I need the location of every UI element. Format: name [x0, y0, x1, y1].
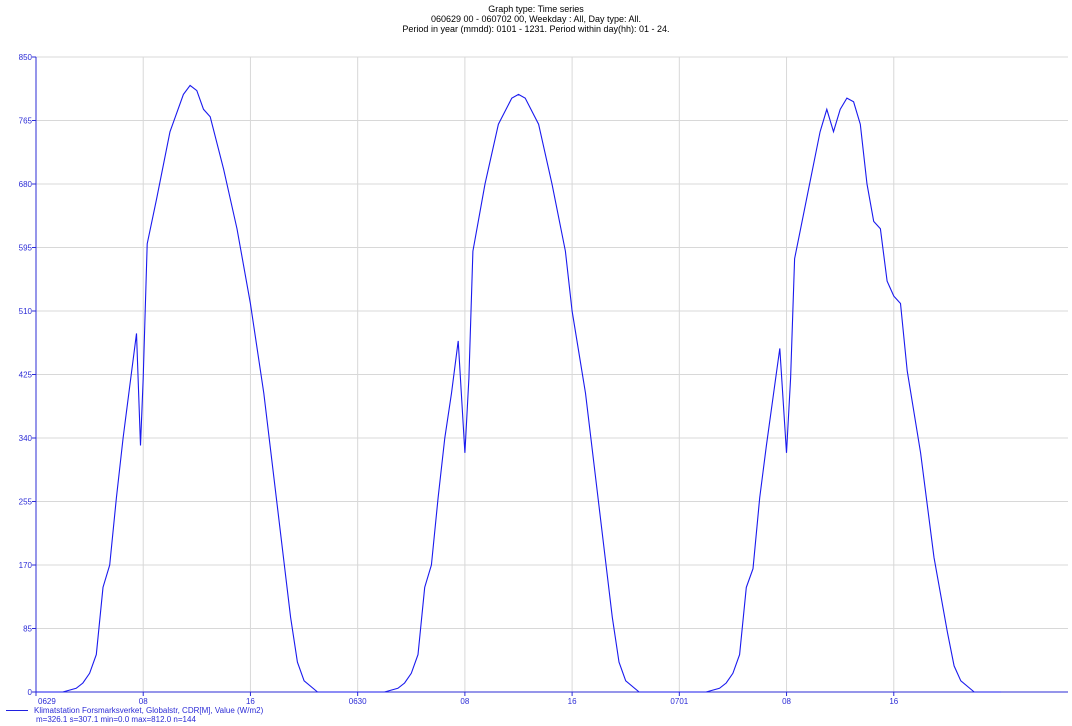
y-tick-label: 850 [19, 53, 33, 62]
x-tick-label: 16 [246, 697, 255, 706]
y-tick-label: 425 [19, 371, 33, 380]
x-tick-label: 0701 [670, 697, 688, 706]
y-tick-label: 255 [19, 498, 33, 507]
x-tick-label: 08 [782, 697, 791, 706]
y-tick-label: 340 [19, 434, 33, 443]
legend: Klimatstation Forsmarksverket, Globalstr… [6, 706, 263, 724]
y-tick-label: 0 [28, 688, 33, 697]
y-tick-label: 170 [19, 561, 33, 570]
legend-stats: m=326.1 s=307.1 min=0.0 max=812.0 n=144 [36, 715, 196, 724]
y-tick-label: 85 [23, 625, 32, 634]
x-tick-label: 0629 [38, 697, 56, 706]
chart-subtitle-period: Period in year (mmdd): 0101 - 1231. Peri… [402, 24, 670, 34]
x-tick-label: 08 [460, 697, 469, 706]
x-tick-label: 16 [889, 697, 898, 706]
axes [32, 56, 1068, 696]
chart-title-block: Graph type: Time series 060629 00 - 0607… [0, 4, 1072, 34]
x-tick-label: 0630 [349, 697, 367, 706]
y-tick-labels: 0 85 170 255 340 425 510 595 680 765 850 [19, 53, 33, 697]
grid-lines [36, 56, 1068, 692]
x-tick-label: 08 [139, 697, 148, 706]
y-tick-label: 510 [19, 307, 33, 316]
x-tick-labels: 0629 08 16 0630 08 16 0701 08 16 [38, 697, 899, 706]
series-line [36, 84, 1001, 693]
chart-title: Graph type: Time series [488, 4, 584, 14]
x-tick-label: 16 [568, 697, 577, 706]
legend-entry: Klimatstation Forsmarksverket, Globalstr… [6, 706, 263, 715]
y-tick-label: 680 [19, 180, 33, 189]
legend-line-swatch [6, 710, 28, 712]
y-tick-label: 765 [19, 117, 33, 126]
legend-series-label: Klimatstation Forsmarksverket, Globalstr… [34, 706, 264, 715]
y-tick-label: 595 [19, 244, 33, 253]
series-layer [36, 84, 1001, 693]
chart-subtitle-range: 060629 00 - 060702 00, Weekday : All, Da… [431, 14, 641, 24]
